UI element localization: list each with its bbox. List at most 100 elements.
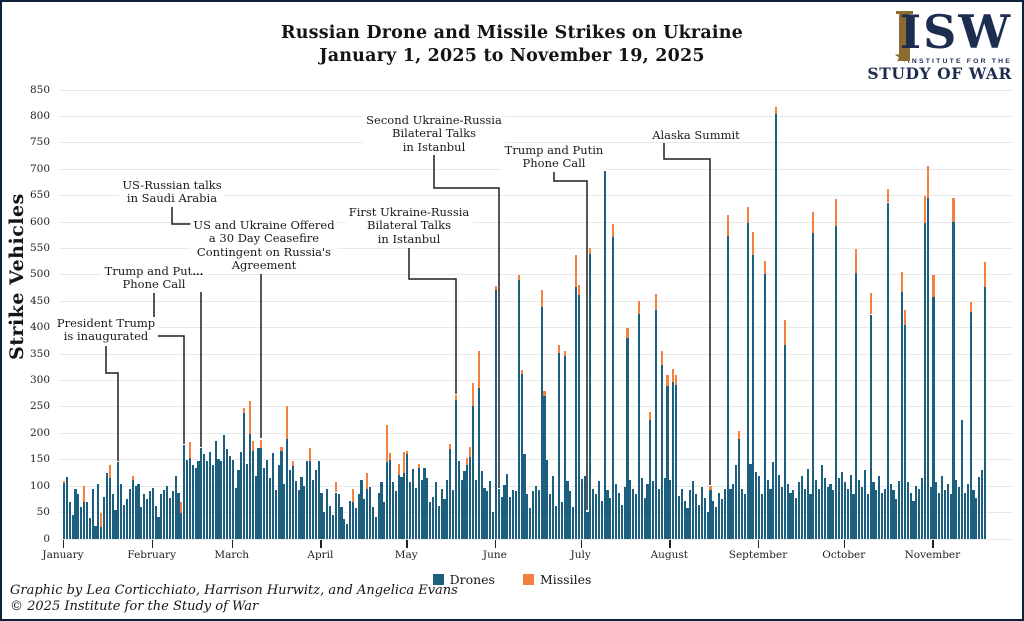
drones-bar-segment (809, 494, 812, 539)
isw-logo-study-of-war-text: STUDY OF WAR (867, 64, 1012, 83)
missiles-bar-segment (812, 212, 815, 234)
gridline (59, 432, 1012, 434)
second-istanbul-bilateral-talks-annotation: Second Ukraine-Russia Bilateral Talks in I… (363, 113, 505, 155)
missiles-bar-segment (775, 106, 778, 114)
drones-bar-segment (858, 479, 861, 539)
missiles-bar-segment (737, 430, 741, 439)
legend-label-missiles: Missiles (539, 572, 592, 587)
missiles-bar-segment (855, 249, 858, 273)
annotation-line: in Istanbul (402, 139, 466, 154)
missiles-bar-segment (386, 425, 389, 463)
drones-bar-segment (560, 501, 563, 539)
missiles-bar-segment (351, 488, 354, 503)
drones-bar-segment (743, 494, 746, 539)
missiles-bar-segment (675, 375, 678, 385)
drones-bar-segment (903, 325, 906, 539)
missiles-bar-segment (655, 293, 658, 310)
drones-bar-segment (174, 475, 177, 539)
drones-bar-segment (157, 516, 160, 539)
drones-bar-segment (523, 454, 526, 539)
y-axis-tick-label: 200 (29, 426, 50, 439)
drones-bar-segment (263, 467, 266, 539)
drones-bar-segment (789, 492, 792, 539)
drones-bar-segment (829, 483, 832, 539)
drones-bar-segment (420, 479, 423, 539)
drones-bar-segment (875, 490, 878, 539)
drones-bar-segment (846, 488, 849, 539)
drones-bar-segment (286, 438, 289, 539)
drones-bar-segment (780, 487, 783, 539)
drones-bar-segment (449, 449, 452, 539)
drones-bar-segment (243, 413, 246, 539)
drones-bar-segment (554, 506, 558, 539)
missiles-bar-segment (983, 261, 987, 288)
drones-bar-segment (480, 471, 483, 539)
drones-bar-segment (171, 491, 174, 539)
drones-bar-segment (457, 460, 460, 539)
drones-bar-segment (451, 490, 455, 539)
drones-bar-segment (715, 507, 718, 539)
gridline (59, 406, 1012, 408)
drones-bar-segment (883, 488, 886, 539)
drones-bar-segment (918, 488, 921, 539)
drones-bar-segment (672, 382, 675, 539)
drones-bar-segment (775, 113, 778, 539)
missiles-bar-segment (180, 502, 183, 513)
isw-logo: ISW ★ INSTITUTE FOR THE STUDY OF WAR (854, 8, 1012, 82)
drones-bar-segment (83, 502, 86, 539)
drones-bar-segment (969, 311, 972, 539)
drones-bar-segment (803, 488, 806, 539)
drones-bar-segment (349, 500, 352, 539)
drones-bar-segment (394, 491, 397, 539)
drones-bar-segment (509, 496, 512, 539)
month-tick (580, 540, 583, 548)
missiles-bar-segment (260, 439, 263, 448)
drones-bar-segment (935, 481, 938, 539)
month-tick (63, 540, 65, 548)
drones-bar-segment (154, 506, 157, 539)
drones-bar-segment (574, 287, 578, 539)
drones-bar-segment (941, 475, 944, 539)
drones-bar-segment (620, 505, 623, 539)
drones-bar-segment (306, 460, 309, 539)
missiles-bar-segment (494, 285, 497, 290)
missiles-bar-segment (932, 274, 935, 298)
missiles-bar-segment (637, 301, 640, 314)
drones-bar-segment (866, 494, 869, 539)
drones-bar-segment (572, 507, 575, 539)
drones-bar-segment (746, 223, 749, 539)
chart-title-block: Russian Drone and Missile Strikes on Ukr… (2, 22, 1022, 68)
drones-bar-segment (869, 314, 872, 539)
drones-bar-segment (386, 462, 389, 539)
gridline (59, 142, 1012, 144)
drones-bar-segment (397, 474, 400, 539)
drones-bar-segment (163, 490, 166, 539)
month-tick (494, 540, 497, 548)
drones-bar-segment (757, 475, 761, 539)
star-icon: ★ (893, 47, 909, 67)
drones-bar-segment (383, 502, 386, 539)
drones-bar-segment (297, 490, 300, 539)
missiles-bar-segment (540, 289, 543, 307)
missiles-bar-segment (389, 453, 392, 460)
drones-bar-segment (695, 494, 698, 539)
drones-bar-segment (65, 476, 68, 539)
drones-bar-segment (860, 487, 864, 539)
drones-bar-segment (220, 460, 223, 539)
drones-bar-segment (740, 488, 743, 539)
drones-bar-segment (223, 435, 226, 539)
month-tick (843, 540, 846, 548)
missiles-bar-segment (469, 446, 472, 458)
missiles-bar-segment (248, 401, 252, 434)
drones-bar-segment (114, 509, 117, 539)
credits-line: Graphic by Lea Corticchiato, Harrison Hu… (10, 583, 458, 598)
drones-bar-segment (474, 479, 477, 539)
drones-bar-segment (311, 480, 314, 539)
missiles-bar-segment (577, 285, 580, 295)
y-axis-tick-label: 850 (29, 83, 50, 96)
y-axis-tick-label: 50 (36, 506, 50, 519)
drones-bar-segment (737, 438, 741, 539)
drones-bar-segment (486, 491, 489, 539)
missiles-bar-segment (763, 261, 766, 274)
month-tick (151, 540, 154, 548)
